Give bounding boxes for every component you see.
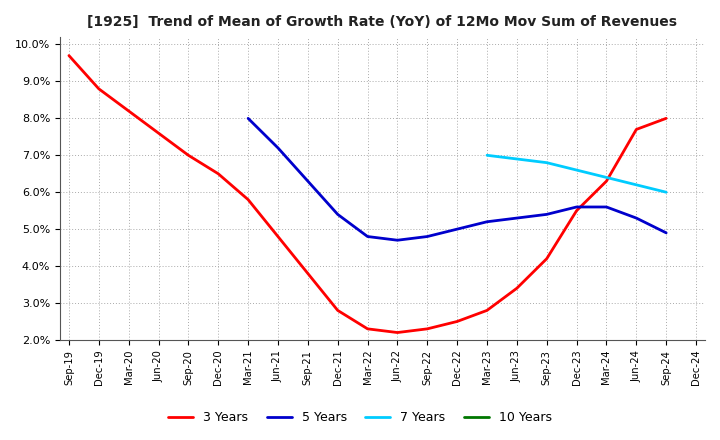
Legend: 3 Years, 5 Years, 7 Years, 10 Years: 3 Years, 5 Years, 7 Years, 10 Years xyxy=(163,407,557,429)
Title: [1925]  Trend of Mean of Growth Rate (YoY) of 12Mo Mov Sum of Revenues: [1925] Trend of Mean of Growth Rate (YoY… xyxy=(88,15,678,29)
